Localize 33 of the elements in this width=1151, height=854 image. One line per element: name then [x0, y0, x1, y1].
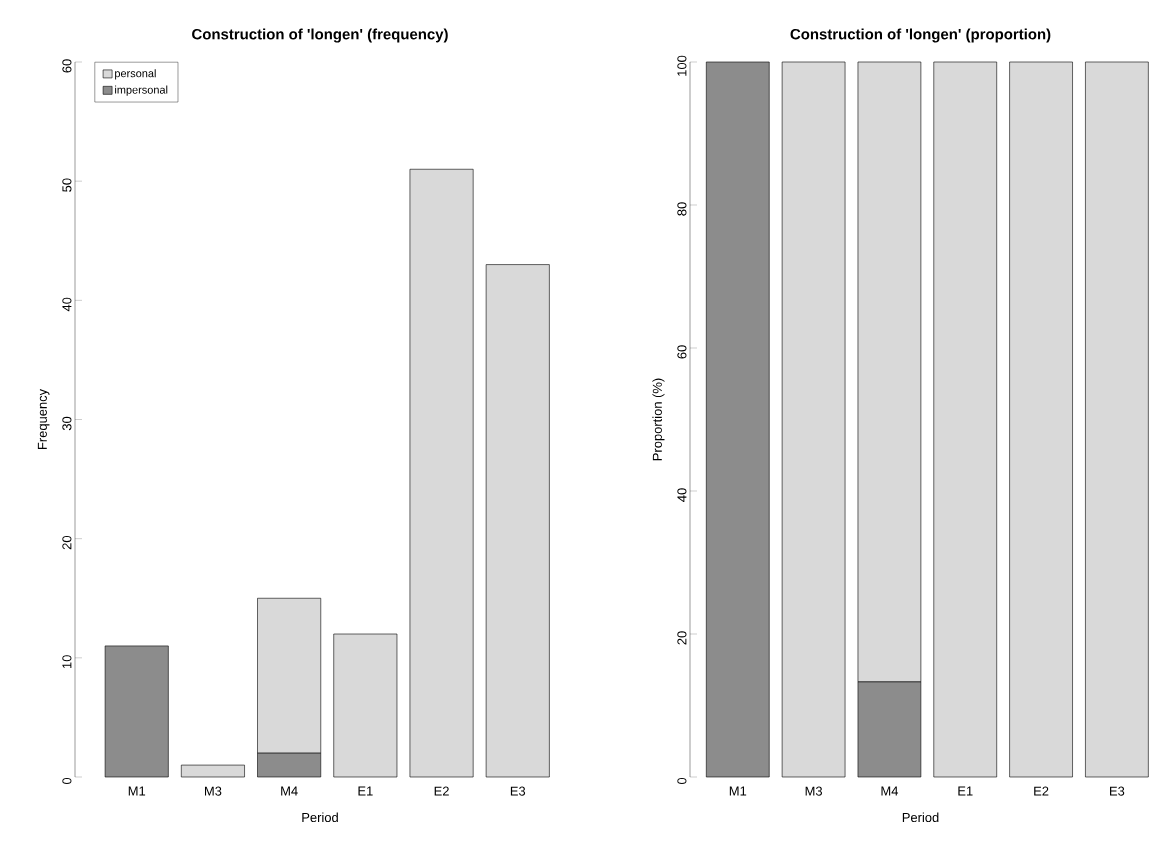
- y-tick-label: 50: [62, 178, 72, 192]
- y-tick-label: 0: [677, 777, 687, 785]
- y-tick-label: 0: [62, 777, 72, 785]
- x-tick-label: M4: [281, 786, 298, 796]
- x-tick-label: E1: [358, 786, 373, 796]
- y-tick-label: 80: [677, 202, 687, 216]
- x-tick-label: E2: [1034, 786, 1049, 796]
- y-tick-label: 30: [62, 416, 72, 431]
- y-tick-label: 60: [677, 345, 687, 359]
- y-axis-title: Proportion (%): [652, 378, 665, 461]
- x-tick-label: M3: [205, 786, 222, 796]
- legend-label: impersonal: [115, 85, 168, 96]
- x-tick-label: E1: [958, 786, 973, 796]
- x-tick-label: M3: [805, 786, 823, 796]
- y-tick-label: 20: [62, 535, 72, 550]
- x-tick-label: E2: [434, 786, 449, 796]
- y-tick-label: 20: [677, 631, 687, 645]
- y-tick-label: 40: [62, 297, 72, 312]
- y-tick-label: 10: [62, 655, 72, 669]
- x-axis-title: Period: [902, 812, 939, 823]
- chart-title: Construction of 'longen' (frequency): [192, 28, 448, 43]
- x-axis-title: Period: [302, 812, 338, 823]
- y-tick-label: 100: [677, 55, 687, 76]
- legend-label: personal: [115, 69, 156, 80]
- x-tick-label: M1: [729, 786, 747, 796]
- x-tick-label: E3: [510, 786, 526, 796]
- y-axis-title: Frequency: [37, 388, 50, 450]
- x-tick-label: E3: [1110, 786, 1125, 796]
- y-tick-label: 60: [62, 59, 72, 73]
- y-tick-label: 40: [677, 488, 687, 502]
- chart-title: Construction of 'longen' (proportion): [790, 28, 1051, 43]
- x-tick-label: M4: [881, 786, 899, 796]
- x-tick-label: M1: [128, 786, 146, 796]
